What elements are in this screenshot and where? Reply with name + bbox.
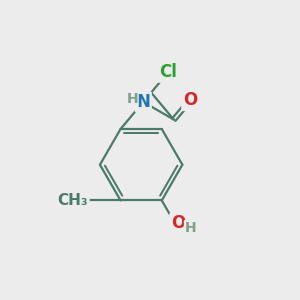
Text: N: N [136,93,150,111]
Text: H: H [126,92,138,106]
Text: Cl: Cl [159,63,177,81]
Text: O: O [171,214,185,232]
Text: CH₃: CH₃ [58,193,88,208]
Text: O: O [183,92,197,110]
Text: H: H [184,221,196,235]
